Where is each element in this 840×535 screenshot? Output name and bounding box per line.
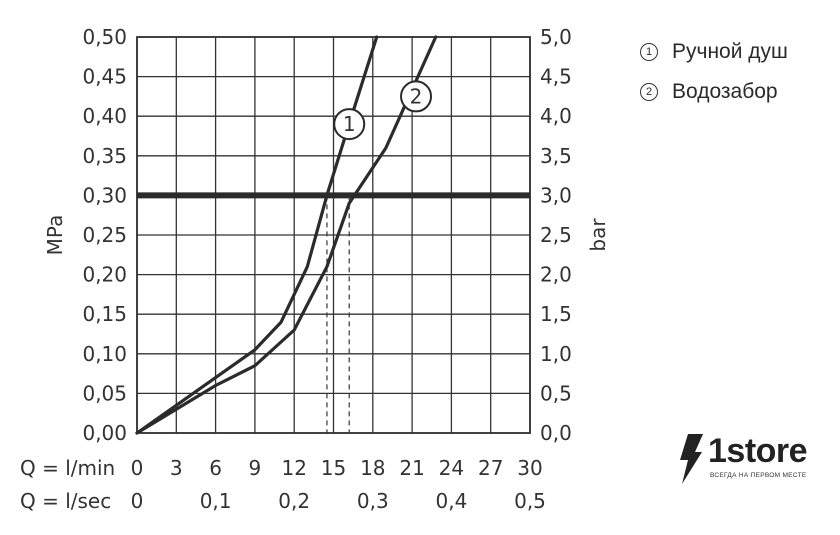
x-tick-label: 0,3 <box>357 489 389 513</box>
y-tick-label-left: 0,20 <box>82 263 127 287</box>
y-tick-label-left: 0,15 <box>82 302 127 326</box>
series-line-2 <box>135 35 438 435</box>
y-tick-label-right: 3,0 <box>540 183 572 207</box>
logo-tagline: ВСЕГДА НА ПЕРВОМ МЕСТЕ <box>710 472 807 479</box>
x-tick-label: 21 <box>399 456 424 480</box>
y-tick-label-right: 1,5 <box>540 302 572 326</box>
y-axis-title-left: MPa <box>43 215 67 256</box>
y-tick-label-right: 3,5 <box>540 144 572 168</box>
x-tick-label: 3 <box>170 456 183 480</box>
series-line-1 <box>135 35 379 435</box>
plot-border <box>136 36 531 434</box>
x-tick-label: 0 <box>131 456 144 480</box>
y-axis-title-right: bar <box>586 218 610 252</box>
y-tick-label-left: 0,05 <box>82 381 127 405</box>
y-tick-label-right: 4,5 <box>540 65 572 89</box>
x-tick-label: 30 <box>517 456 542 480</box>
y-tick-label-left: 0,30 <box>82 183 127 207</box>
y-tick-label-left: 0,25 <box>82 223 127 247</box>
series-marker-label-2: 2 <box>410 84 423 108</box>
x-axis-row-label: Q = l/min <box>20 456 115 480</box>
y-tick-label-right: 0,5 <box>540 381 572 405</box>
y-tick-label-left: 0,40 <box>82 104 127 128</box>
y-tick-label-left: 0,35 <box>82 144 127 168</box>
y-tick-label-right: 4,0 <box>540 104 572 128</box>
legend-label-2: Водозабор <box>672 80 778 103</box>
legend-item-1: 1 Ручной душ <box>640 32 788 72</box>
x-tick-label: 0,4 <box>435 489 467 513</box>
logo-text: 1store <box>708 432 808 470</box>
legend: 1 Ручной душ 2 Водозабор <box>640 32 788 112</box>
y-tick-label-right: 2,5 <box>540 223 572 247</box>
legend-label-1: Ручной душ <box>672 40 788 63</box>
y-tick-label-right: 2,0 <box>540 263 572 287</box>
x-tick-label: 0 <box>131 489 144 513</box>
y-tick-label-left: 0,45 <box>82 65 127 89</box>
x-tick-label: 15 <box>321 456 346 480</box>
x-tick-label: 0,5 <box>514 489 546 513</box>
lightning-icon <box>680 434 703 484</box>
series-marker-label-1: 1 <box>343 112 356 136</box>
x-tick-label: 18 <box>360 456 385 480</box>
y-tick-label-right: 5,0 <box>540 25 572 49</box>
brand-logo: 1store ВСЕГДА НА ПЕРВОМ МЕСТЕ <box>668 432 828 488</box>
legend-item-2: 2 Водозабор <box>640 72 788 112</box>
x-tick-label: 12 <box>281 456 306 480</box>
x-axis-row-label: Q = l/sec <box>20 489 111 513</box>
legend-marker-2: 2 <box>640 83 658 101</box>
legend-marker-1: 1 <box>640 43 658 61</box>
series-marker-circle-1 <box>333 108 366 141</box>
x-tick-label: 27 <box>478 456 503 480</box>
x-tick-label: 9 <box>249 456 262 480</box>
series-marker-circle-2 <box>400 80 433 113</box>
y-tick-label-left: 0,10 <box>82 342 127 366</box>
x-tick-label: 24 <box>439 456 464 480</box>
y-tick-label-left: 0,50 <box>82 25 127 49</box>
x-tick-label: 0,2 <box>278 489 310 513</box>
x-tick-label: 0,1 <box>200 489 232 513</box>
x-tick-label: 6 <box>209 456 222 480</box>
y-tick-label-right: 1,0 <box>540 342 572 366</box>
y-tick-label-right: 0,0 <box>540 421 572 445</box>
y-tick-label-left: 0,00 <box>82 421 127 445</box>
